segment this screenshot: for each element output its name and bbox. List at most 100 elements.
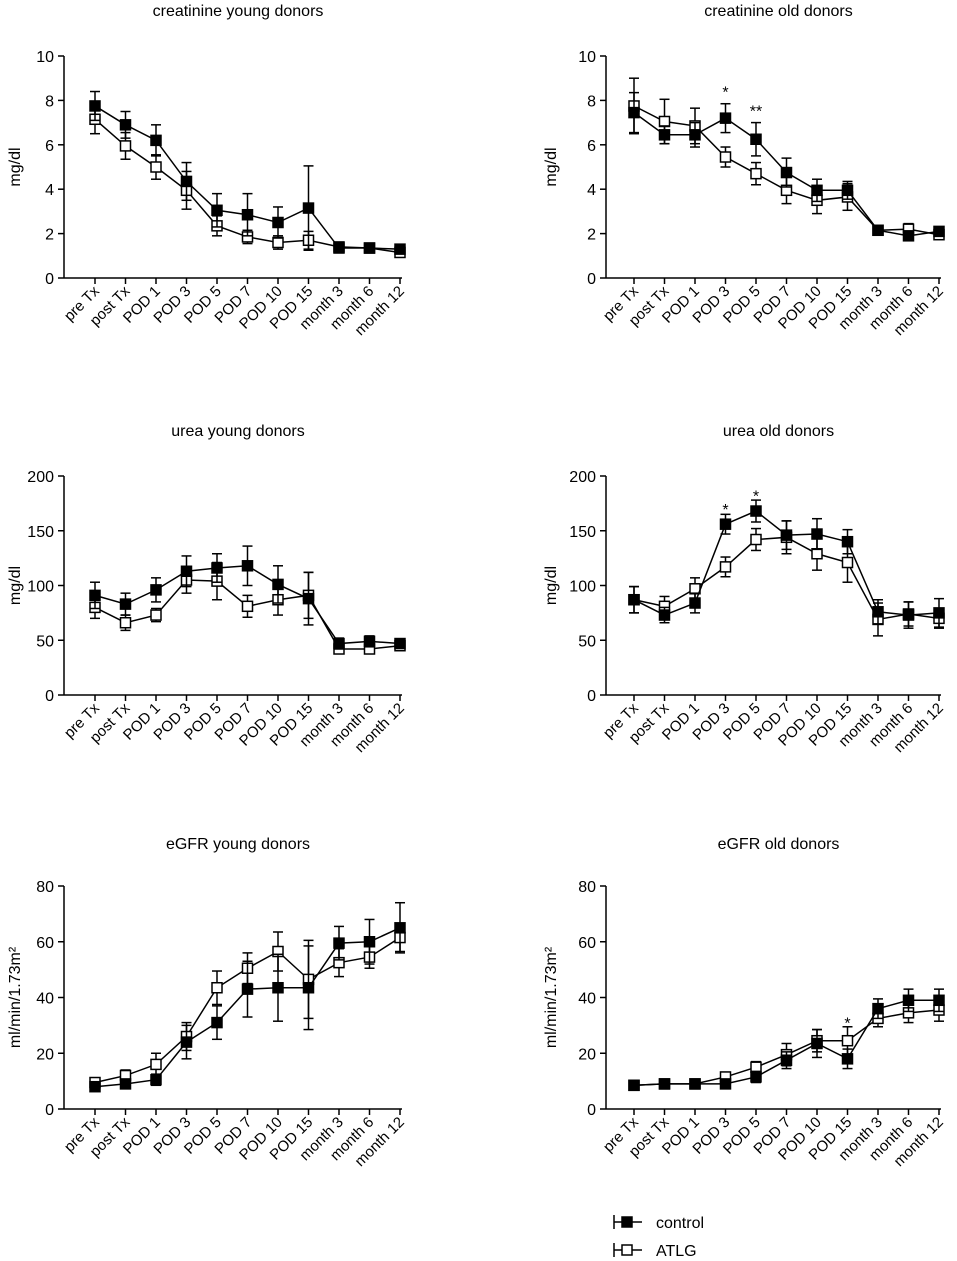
y-axis-label: ml/min/1.73m² [543,946,560,1048]
y-tick-label: 40 [36,991,54,1008]
y-tick-label: 4 [587,182,596,199]
control-point [302,592,315,605]
y-tick-label: 0 [45,271,54,288]
control-point [119,598,132,610]
control-point [902,609,915,621]
y-axis-label: mg/dl [543,147,560,186]
legend: control ATLG [613,1215,704,1260]
atlg-point [658,115,671,128]
control-point [211,1016,223,1029]
chart-panel: eGFR old donors020406080ml/min/1.73m²pre… [543,836,947,1170]
control-point [750,1071,762,1083]
legend-control-label: control [656,1215,704,1232]
y-tick-label: 100 [569,579,596,596]
y-tick-label: 80 [36,879,54,896]
significance-marker: * [722,502,728,519]
series-control [628,499,945,629]
y-tick-label: 50 [36,633,54,650]
y-tick-label: 150 [27,524,54,541]
chart-title: urea old donors [723,423,834,440]
y-tick-label: 60 [36,935,54,952]
control-point [841,184,854,197]
control-point [150,584,162,596]
significance-marker: ** [750,103,762,120]
chart-title: creatinine old donors [704,3,853,20]
atlg-point [811,547,823,560]
y-axis-label: mg/dl [7,566,24,605]
control-point [811,528,823,540]
chart-title: creatinine young donors [153,3,324,20]
atlg-point [841,1034,854,1047]
control-point [628,1079,640,1092]
series-control [89,545,406,650]
atlg-point [211,981,223,994]
control-point [333,242,345,254]
control-point [241,983,254,995]
series-control [89,901,406,1093]
control-point [363,936,376,948]
control-point [150,1073,162,1086]
y-tick-label: 0 [45,688,54,705]
y-tick-label: 150 [569,524,596,541]
y-tick-label: 40 [578,991,596,1008]
control-point [89,1080,101,1093]
y-tick-label: 4 [45,182,54,199]
control-point [241,208,254,221]
y-tick-label: 2 [587,227,596,244]
control-point [658,129,671,141]
control-point [811,1037,823,1050]
control-point [841,535,854,548]
y-tick-label: 0 [587,271,596,288]
control-point [933,225,945,238]
control-point [780,166,793,179]
chart-title: eGFR young donors [166,836,310,853]
control-point [658,609,671,621]
control-point [211,562,223,574]
atlg-point [719,561,732,573]
control-point [841,1053,854,1065]
control-point [872,224,884,237]
y-tick-label: 0 [45,1102,54,1119]
y-tick-label: 60 [578,935,596,952]
y-axis-label: ml/min/1.73m² [7,946,24,1048]
control-point [719,1078,732,1090]
control-point [933,994,945,1007]
significance-marker: * [844,1016,850,1033]
control-point [780,1054,793,1066]
atlg-point [841,556,854,569]
y-tick-label: 6 [45,138,54,155]
control-point [811,184,823,197]
y-tick-label: 8 [587,93,596,110]
series-atlg [628,998,945,1092]
control-point [272,578,284,591]
significance-marker: * [722,85,728,102]
y-tick-label: 200 [569,469,596,486]
control-point [872,1002,884,1015]
control-point [719,518,732,530]
control-point [302,981,315,994]
y-tick-label: 20 [578,1046,596,1063]
y-tick-label: 200 [27,469,54,486]
y-tick-label: 10 [36,49,54,66]
y-tick-label: 0 [587,688,596,705]
control-point [750,133,762,145]
control-point [394,637,406,650]
legend-atlg-key [613,1243,642,1257]
legend-control-key [613,1215,642,1229]
control-point [780,529,793,541]
y-tick-label: 6 [587,138,596,155]
control-point [241,560,254,572]
y-tick-label: 100 [27,579,54,596]
atlg-point [119,140,132,152]
control-point [689,597,701,609]
atlg-point [750,167,762,180]
control-point [211,204,223,217]
atlg-point [241,600,254,613]
control-point [750,505,762,517]
control-point [394,243,406,255]
control-point [272,216,284,229]
control-point [119,1078,132,1090]
